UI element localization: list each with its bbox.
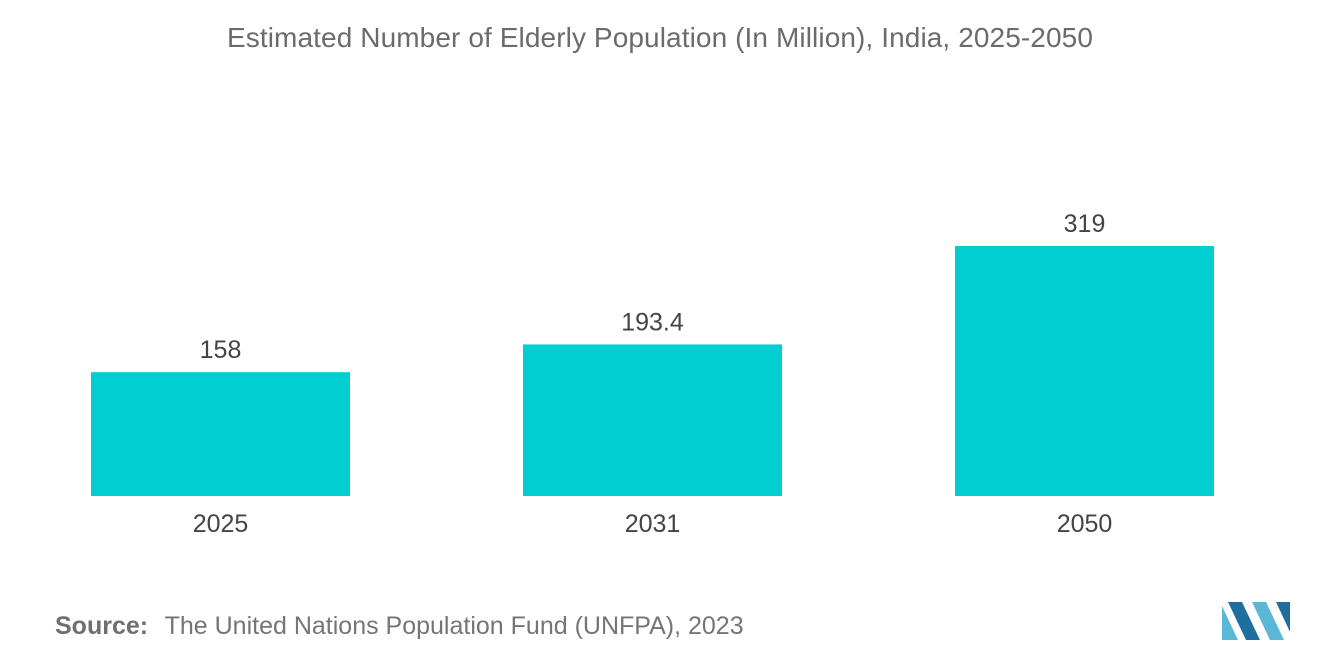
value-label-2031: 193.4 (621, 308, 684, 336)
bar-2025 (91, 372, 350, 496)
chart-title: Estimated Number of Elderly Population (… (226, 22, 1093, 53)
value-label-2025: 158 (200, 336, 242, 364)
bar-2031 (523, 344, 782, 496)
category-label-2025: 2025 (193, 510, 249, 538)
category-label-2031: 2031 (625, 510, 681, 538)
category-label-2050: 2050 (1057, 510, 1113, 538)
source-text: The United Nations Population Fund (UNFP… (164, 612, 744, 640)
mordor-intelligence-logo-icon (1222, 602, 1290, 640)
source-label: Source: (55, 612, 149, 640)
bar-chart: 158 2025 193.4 2031 319 2050 (91, 210, 1214, 538)
bar-2050 (955, 246, 1214, 496)
source-note: Source: The United Nations Population Fu… (55, 612, 744, 641)
value-label-2050: 319 (1064, 210, 1106, 238)
